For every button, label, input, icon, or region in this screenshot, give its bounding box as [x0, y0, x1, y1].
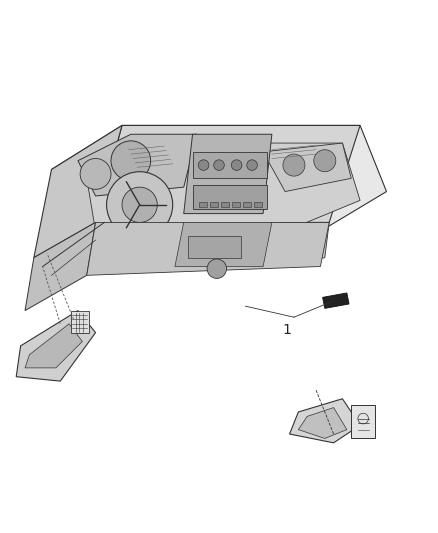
Polygon shape	[52, 125, 386, 245]
Polygon shape	[25, 222, 95, 311]
Circle shape	[122, 187, 157, 222]
Bar	[232, 201, 240, 207]
Circle shape	[80, 158, 111, 189]
FancyBboxPatch shape	[193, 185, 268, 209]
Circle shape	[207, 259, 226, 278]
Polygon shape	[78, 134, 197, 196]
Polygon shape	[281, 222, 329, 266]
FancyBboxPatch shape	[193, 152, 268, 179]
Circle shape	[231, 160, 242, 171]
Polygon shape	[95, 125, 360, 222]
Polygon shape	[175, 222, 272, 266]
Circle shape	[106, 172, 173, 238]
FancyBboxPatch shape	[351, 406, 375, 439]
Bar	[221, 201, 229, 207]
Bar	[254, 201, 262, 207]
Bar	[199, 201, 207, 207]
Text: 1: 1	[283, 324, 292, 337]
Bar	[210, 201, 218, 207]
FancyBboxPatch shape	[188, 236, 241, 257]
Bar	[243, 201, 251, 207]
Bar	[71, 311, 89, 333]
Circle shape	[314, 150, 336, 172]
Polygon shape	[263, 143, 351, 191]
Polygon shape	[323, 293, 349, 309]
Polygon shape	[25, 324, 82, 368]
Circle shape	[283, 154, 305, 176]
Polygon shape	[87, 222, 329, 276]
Circle shape	[198, 160, 209, 171]
Polygon shape	[34, 125, 122, 257]
Polygon shape	[87, 143, 360, 231]
Circle shape	[214, 160, 224, 171]
Polygon shape	[184, 134, 272, 214]
Circle shape	[111, 141, 151, 181]
Circle shape	[247, 160, 258, 171]
Polygon shape	[290, 399, 360, 443]
Polygon shape	[16, 311, 95, 381]
Polygon shape	[298, 408, 347, 439]
